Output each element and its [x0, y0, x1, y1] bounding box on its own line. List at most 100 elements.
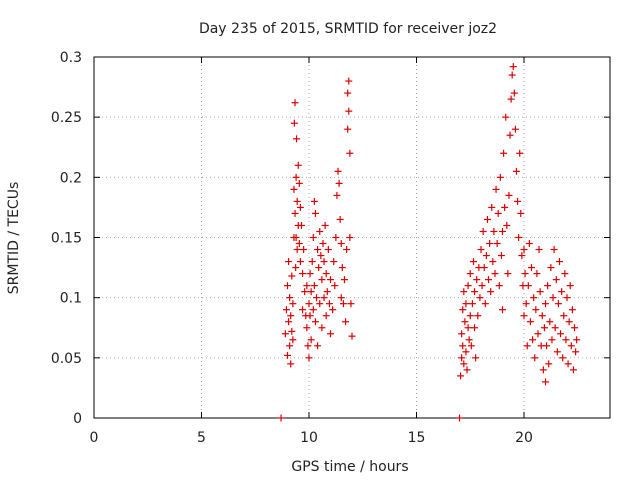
data-point — [542, 300, 549, 308]
data-point — [525, 240, 533, 248]
data-point — [319, 240, 327, 248]
data-point — [466, 270, 474, 278]
data-point — [460, 288, 468, 296]
data-point — [289, 336, 297, 344]
data-point — [335, 179, 343, 187]
data-points — [277, 63, 581, 422]
data-point — [464, 324, 472, 332]
data-point — [546, 318, 554, 326]
data-point — [493, 240, 501, 248]
data-point — [504, 270, 512, 278]
data-point — [294, 161, 302, 169]
data-point — [567, 342, 575, 350]
data-point — [511, 125, 519, 133]
data-point — [317, 252, 325, 260]
axes — [93, 56, 611, 419]
data-point — [532, 306, 540, 314]
data-point — [329, 306, 337, 314]
data-point — [554, 300, 562, 308]
data-point — [325, 300, 333, 308]
data-point — [503, 221, 511, 229]
data-point — [320, 294, 328, 302]
data-point — [333, 191, 341, 199]
data-point — [287, 312, 295, 320]
data-point — [515, 234, 523, 241]
data-point — [339, 300, 347, 308]
data-point — [281, 330, 289, 338]
data-point — [505, 191, 513, 199]
data-point — [563, 294, 571, 302]
data-point — [540, 324, 548, 332]
data-point — [301, 288, 309, 296]
data-point — [490, 227, 498, 235]
data-point — [477, 246, 485, 254]
data-point — [553, 348, 561, 356]
data-point — [471, 324, 479, 332]
data-point — [483, 215, 491, 223]
data-point — [481, 300, 489, 308]
data-point — [346, 149, 354, 157]
data-point — [512, 167, 520, 175]
data-point — [472, 354, 480, 362]
data-point — [316, 300, 324, 308]
data-point — [313, 294, 321, 302]
data-point — [476, 294, 484, 302]
data-point — [314, 246, 322, 254]
data-point — [520, 312, 528, 320]
data-point — [293, 246, 301, 254]
data-point — [559, 354, 567, 362]
data-point — [510, 89, 518, 97]
data-point — [467, 342, 475, 350]
data-point — [344, 125, 352, 133]
data-point — [460, 360, 468, 368]
data-point — [299, 270, 307, 278]
x-axis-title: GPS time / hours — [291, 459, 408, 475]
data-point — [529, 336, 537, 344]
data-point — [296, 203, 304, 211]
data-point — [561, 270, 569, 278]
data-point — [471, 288, 479, 296]
data-point — [522, 300, 530, 308]
data-point — [287, 360, 295, 368]
data-point — [462, 300, 470, 308]
data-point — [535, 246, 543, 254]
data-point — [465, 336, 473, 344]
data-point — [327, 330, 334, 338]
data-point — [321, 221, 329, 229]
data-point — [566, 282, 574, 290]
data-point — [320, 258, 328, 266]
data-point — [539, 366, 547, 374]
data-point — [550, 246, 558, 254]
data-point — [307, 336, 315, 344]
data-point — [473, 276, 481, 284]
y-tick-label: 0.25 — [51, 110, 82, 126]
x-tick-label: 20 — [515, 430, 533, 446]
y-tick-label: 0.3 — [60, 50, 82, 66]
data-point — [308, 258, 316, 266]
data-point — [345, 107, 353, 115]
data-point — [552, 276, 560, 284]
data-point — [305, 354, 313, 362]
data-point — [494, 209, 502, 217]
data-point — [292, 234, 300, 241]
data-point — [557, 330, 565, 338]
data-point — [292, 264, 300, 272]
data-point — [526, 318, 534, 326]
data-point — [463, 366, 471, 374]
y-tick-label: 0.1 — [60, 291, 82, 307]
data-point — [564, 360, 572, 368]
data-point — [323, 288, 331, 296]
data-point — [530, 294, 538, 302]
data-point — [299, 306, 307, 314]
data-point — [516, 149, 524, 157]
data-point — [496, 173, 504, 181]
data-point — [533, 270, 541, 278]
data-point — [464, 282, 472, 290]
data-point — [290, 119, 298, 127]
data-point — [518, 252, 526, 260]
data-point — [548, 336, 556, 344]
y-axis-title: SRMTID / TECUs — [6, 182, 22, 295]
data-point — [521, 270, 529, 278]
data-point — [311, 318, 319, 326]
data-point — [289, 300, 297, 308]
